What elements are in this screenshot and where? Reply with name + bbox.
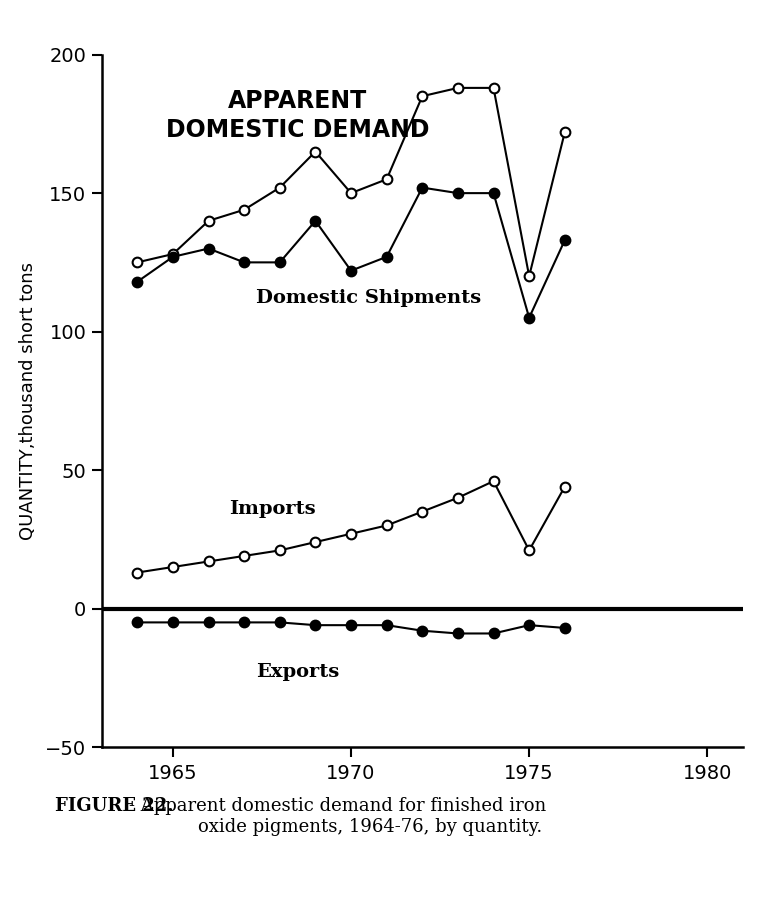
- Y-axis label: QUANTITY,thousand short tons: QUANTITY,thousand short tons: [19, 261, 37, 540]
- Text: Imports: Imports: [229, 500, 316, 517]
- Text: Domestic Shipments: Domestic Shipments: [256, 290, 482, 307]
- Text: Exports: Exports: [256, 663, 339, 681]
- Text: FIGURE 22.: FIGURE 22.: [55, 797, 174, 815]
- Text: - Apparent domestic demand for finished iron
            oxide pigments, 1964-76: - Apparent domestic demand for finished …: [129, 797, 547, 836]
- Text: APPARENT
DOMESTIC DEMAND: APPARENT DOMESTIC DEMAND: [166, 88, 429, 142]
